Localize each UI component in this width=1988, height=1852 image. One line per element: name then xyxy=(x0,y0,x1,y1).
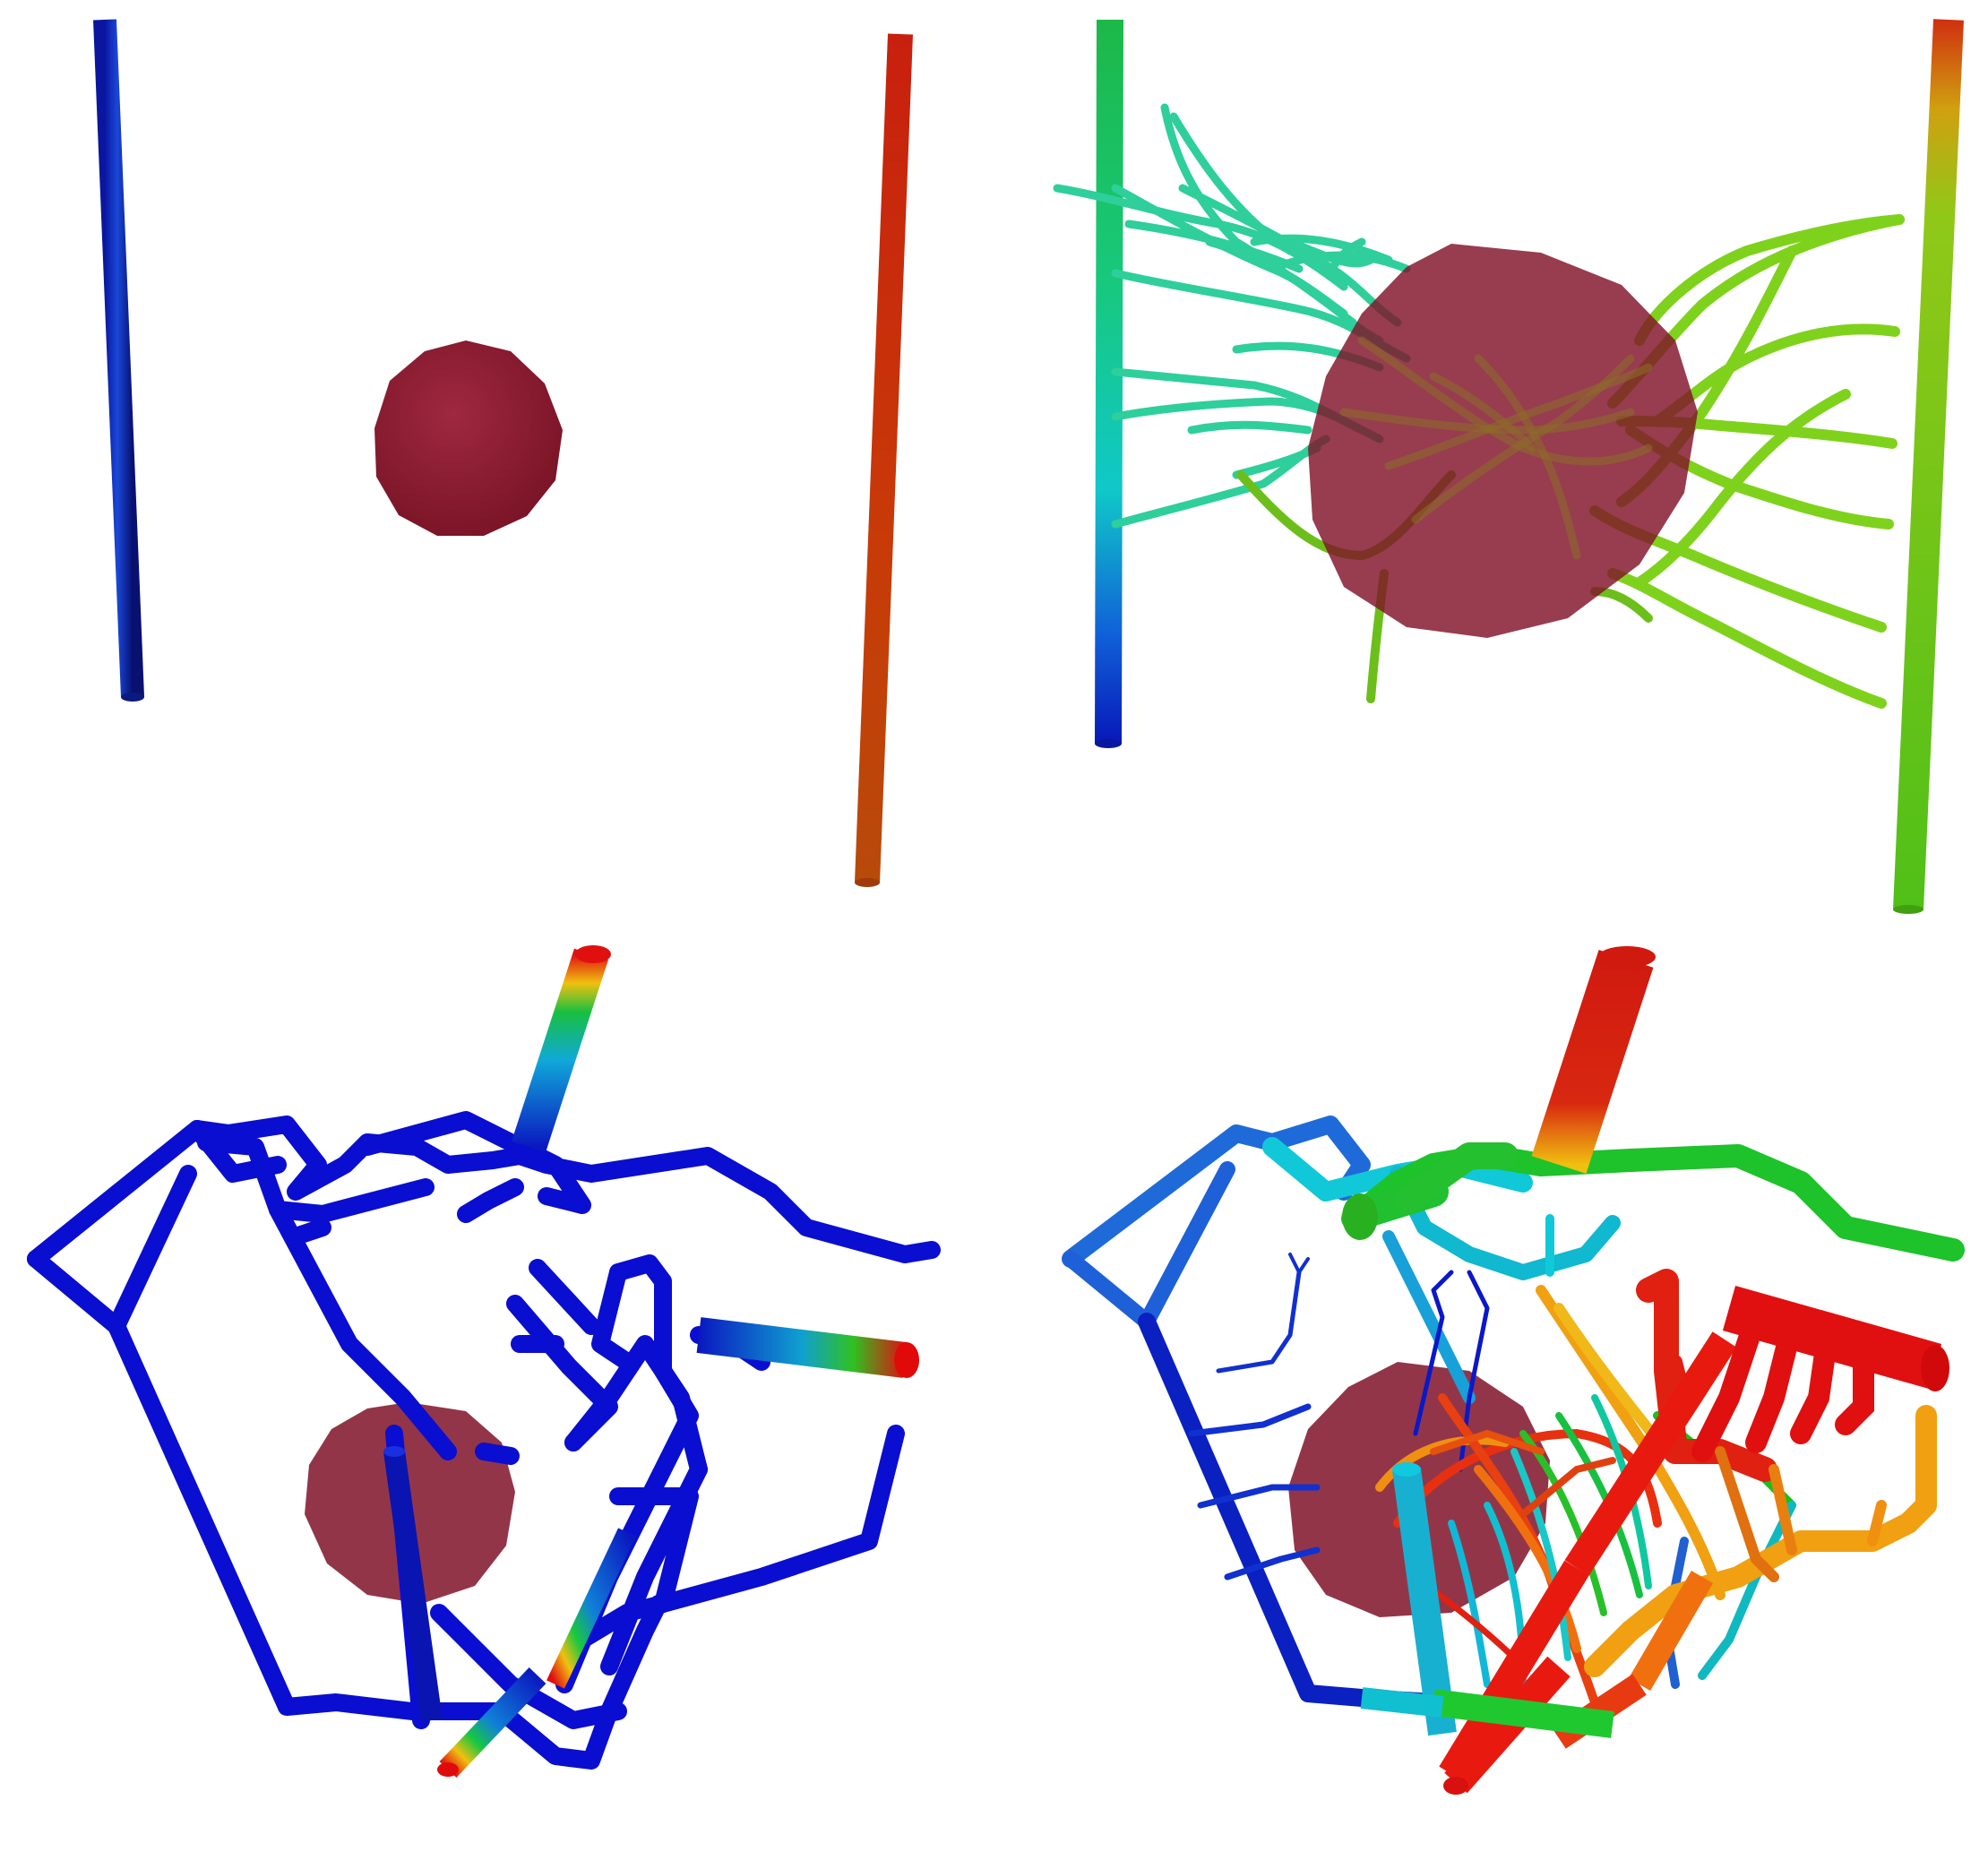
outlet-vessel-diagonal-lower xyxy=(1439,1560,1589,1782)
vessel-right-parent xyxy=(1893,19,1964,910)
vessel-left-parent xyxy=(1095,19,1123,745)
outlet-vessel-top-right-cap xyxy=(1921,1345,1949,1391)
vessel-right-parent-cap xyxy=(1893,905,1923,914)
outlet-vessel-diagonal xyxy=(1564,1331,1737,1576)
outlet-tip-bottom xyxy=(439,1667,546,1778)
outlet-branches-top-right xyxy=(1691,1306,1874,1462)
panel-bottom-right xyxy=(1062,946,1965,1795)
outlet-tip-lower xyxy=(546,1528,636,1689)
panel-top-left xyxy=(93,19,913,887)
vessel-blue-left-cap xyxy=(121,693,144,702)
outlet-tip-right xyxy=(696,1317,908,1378)
tumor-sphere xyxy=(374,340,563,536)
feed-vessel-br-cap xyxy=(1598,946,1656,968)
feed-vessel-top-cap xyxy=(575,945,611,963)
panel-bottom-left xyxy=(27,945,941,1778)
feed-vessel-top xyxy=(511,948,609,1153)
base-bundle-cyan xyxy=(1360,1687,1444,1718)
sprouts-inside-tumor xyxy=(1339,336,1653,560)
vessel-blue-left xyxy=(93,19,144,698)
outlet-tip-br-bottom-cap xyxy=(1443,1777,1468,1795)
base-bundle-green xyxy=(1432,1689,1614,1738)
outlet-vessel-diagonal-2 xyxy=(1628,1570,1714,1692)
vessel-red-right xyxy=(855,33,913,883)
panel-top-right xyxy=(1053,19,1964,914)
outlet-tip-right-cap xyxy=(894,1342,919,1378)
vessel-red-right-cap xyxy=(855,878,880,887)
inlet-rod-bl-cap xyxy=(383,1446,405,1457)
outlet-tip-bottom-cap xyxy=(437,1762,459,1777)
feed-vessel-br xyxy=(1531,950,1654,1174)
inlet-rod-bl xyxy=(383,1450,443,1722)
inlet-rod-br-cap xyxy=(1392,1462,1421,1477)
vessel-left-parent-cap xyxy=(1095,739,1122,748)
